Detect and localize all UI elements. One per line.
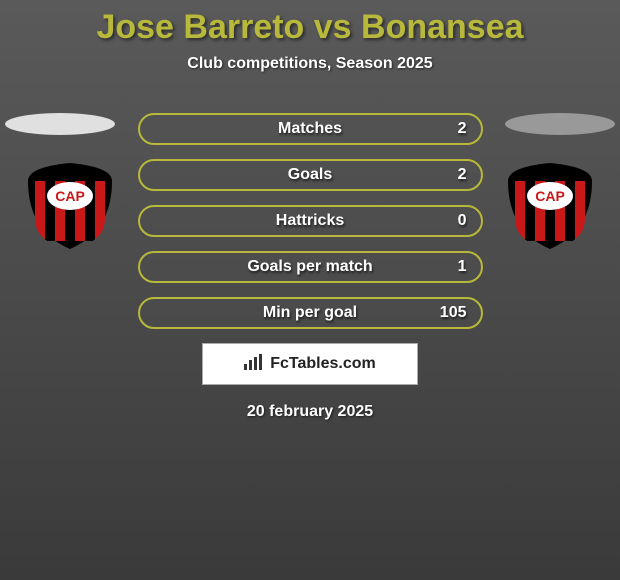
stat-value-right: 2 xyxy=(458,166,467,184)
stats-container: Matches 2 Goals 2 Hattricks 0 Goals per match 1… xyxy=(138,113,483,329)
stat-label: Min per goal xyxy=(263,304,357,322)
stat-label: Goals per match xyxy=(247,258,372,276)
stat-row: Min per goal 105 xyxy=(138,297,483,329)
stat-row: Goals per match 1 xyxy=(138,251,483,283)
watermark-text: FcTables.com xyxy=(270,355,376,373)
svg-text:CAP: CAP xyxy=(55,188,85,204)
team-badge-left: CAP xyxy=(20,163,120,249)
ellipse-right xyxy=(505,113,615,135)
stat-row: Hattricks 0 xyxy=(138,205,483,237)
main-area: CAP CAP Matches 2 Goals 2 Hattricks 0 Goals pe… xyxy=(0,113,620,421)
svg-text:CAP: CAP xyxy=(535,188,565,204)
title-text: Jose Barreto vs Bonansea xyxy=(96,8,523,46)
ellipse-left xyxy=(5,113,115,135)
date-label: 20 february 2025 xyxy=(0,403,620,421)
stat-value-right: 2 xyxy=(458,120,467,138)
stat-value-right: 1 xyxy=(458,258,467,276)
stat-label: Goals xyxy=(288,166,332,184)
subtitle: Club competitions, Season 2025 xyxy=(0,55,620,73)
chart-icon xyxy=(244,354,264,375)
stat-label: Matches xyxy=(278,120,342,138)
stat-row: Matches 2 xyxy=(138,113,483,145)
page-title: Jose Barreto vs Bonansea xyxy=(0,0,620,47)
stat-value-right: 105 xyxy=(440,304,467,322)
stat-row: Goals 2 xyxy=(138,159,483,191)
stat-label: Hattricks xyxy=(276,212,344,230)
team-badge-right: CAP xyxy=(500,163,600,249)
stat-value-right: 0 xyxy=(458,212,467,230)
watermark: FcTables.com xyxy=(202,343,418,385)
